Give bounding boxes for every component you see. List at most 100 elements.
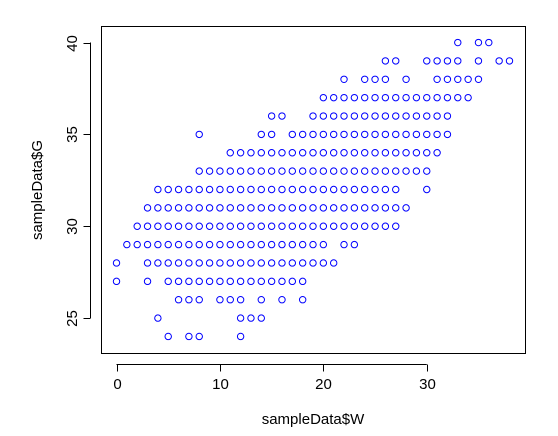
data-point (278, 112, 286, 120)
data-point (278, 277, 286, 286)
data-point (236, 277, 245, 286)
data-point (247, 204, 255, 212)
data-point (319, 240, 328, 249)
data-point (298, 167, 307, 175)
data-point (319, 112, 328, 120)
data-point (464, 75, 472, 83)
data-point (216, 185, 224, 194)
data-point (257, 222, 265, 230)
y-tick-label: 25 (64, 310, 81, 327)
data-point (257, 185, 265, 194)
data-point (257, 204, 265, 212)
data-point (298, 149, 307, 157)
data-point (350, 149, 359, 157)
data-point (361, 167, 369, 175)
data-point (247, 185, 255, 194)
data-point (267, 167, 276, 175)
data-point (236, 259, 245, 267)
data-point (340, 222, 348, 230)
data-point (195, 167, 203, 175)
data-point (267, 112, 276, 120)
data-point (350, 112, 359, 120)
data-point (454, 75, 462, 83)
data-point (185, 222, 193, 230)
data-point (298, 204, 307, 212)
data-point (309, 185, 317, 194)
data-point (412, 149, 421, 157)
data-point (361, 112, 369, 120)
data-point (433, 149, 441, 157)
data-point (361, 93, 369, 102)
x-tick-label: 10 (212, 376, 229, 393)
data-point (205, 259, 214, 267)
data-point (340, 75, 348, 83)
data-point (288, 204, 297, 212)
data-point (329, 149, 338, 157)
data-point (205, 240, 214, 249)
y-tick-label: 35 (64, 126, 81, 143)
data-point (361, 130, 369, 139)
data-point (319, 167, 328, 175)
data-point (402, 75, 410, 83)
data-point (257, 240, 265, 249)
data-point (309, 112, 317, 120)
data-point (236, 204, 245, 212)
data-point (329, 185, 338, 194)
data-point (164, 332, 172, 341)
data-point (288, 167, 297, 175)
data-point (454, 93, 462, 102)
data-point (340, 93, 348, 102)
x-axis-title: sampleData$W (262, 411, 365, 428)
data-point (143, 240, 152, 249)
data-point (288, 277, 297, 286)
data-point (423, 112, 431, 120)
data-point (474, 38, 483, 47)
data-point (164, 277, 172, 286)
data-point (164, 222, 172, 230)
data-point (267, 240, 276, 249)
data-point (195, 296, 203, 304)
data-point (350, 167, 359, 175)
data-point (257, 314, 265, 322)
data-point (329, 222, 338, 230)
data-point (174, 240, 183, 249)
data-point (433, 57, 441, 65)
data-point (278, 167, 286, 175)
data-point (309, 204, 317, 212)
data-point (433, 75, 441, 83)
data-point (371, 75, 379, 83)
data-point (329, 259, 338, 267)
data-point (236, 240, 245, 249)
data-point (340, 185, 348, 194)
data-point (371, 149, 379, 157)
data-point (381, 112, 390, 120)
data-point (454, 38, 462, 47)
y-tick-label: 40 (64, 35, 81, 52)
data-point (278, 259, 286, 267)
data-point (309, 222, 317, 230)
data-point (340, 240, 348, 249)
data-point (226, 296, 234, 304)
data-point (195, 240, 203, 249)
data-point (433, 93, 441, 102)
data-point (381, 167, 390, 175)
data-point (381, 185, 390, 194)
data-point (154, 204, 162, 212)
data-point (164, 259, 172, 267)
data-point (350, 204, 359, 212)
x-tick-label: 20 (315, 376, 332, 393)
data-point (371, 185, 379, 194)
data-point (195, 204, 203, 212)
data-point (423, 93, 431, 102)
data-point (247, 259, 255, 267)
data-point (185, 240, 193, 249)
data-point (361, 222, 369, 230)
data-point (226, 167, 234, 175)
data-point (464, 93, 472, 102)
data-point (329, 112, 338, 120)
data-point (371, 204, 379, 212)
data-point (185, 332, 193, 341)
data-point (340, 112, 348, 120)
data-point (154, 185, 162, 194)
data-point (216, 296, 224, 304)
